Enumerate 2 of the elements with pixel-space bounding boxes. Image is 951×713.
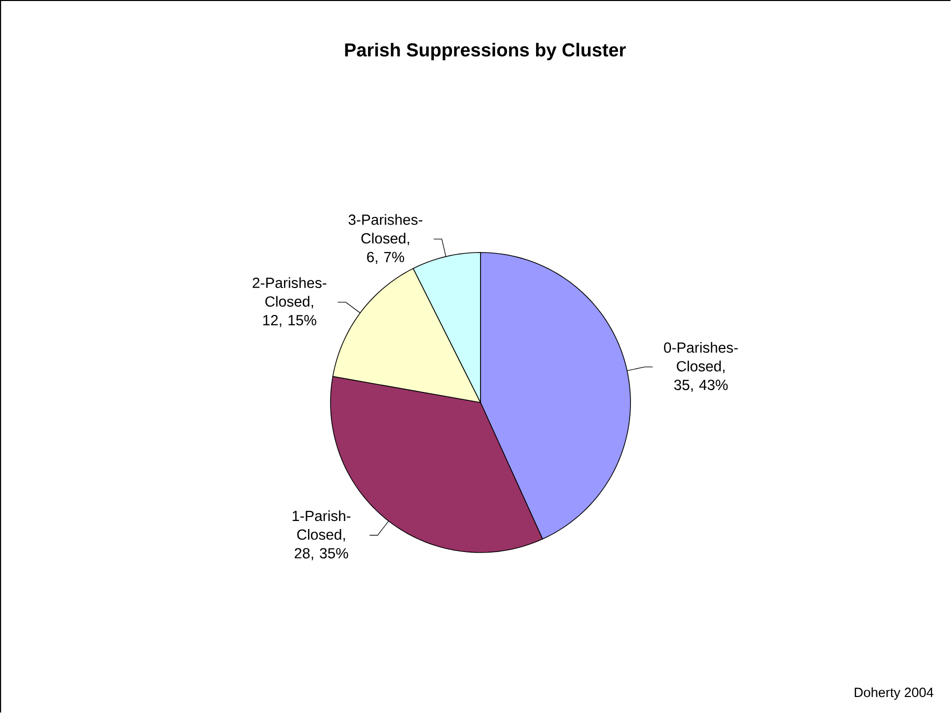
text: Doherty 2004 bbox=[854, 687, 934, 700]
chart-title: Parish Suppressions by Cluster bbox=[345, 42, 626, 60]
